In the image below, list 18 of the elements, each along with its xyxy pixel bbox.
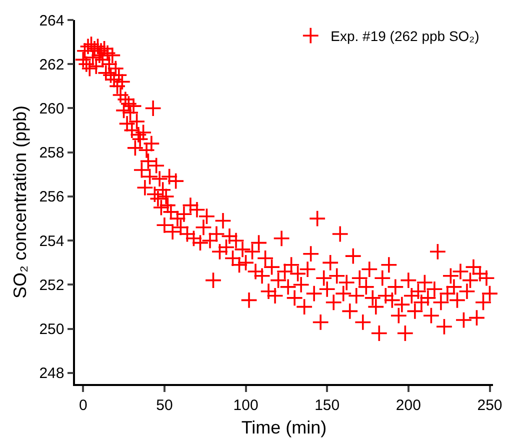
- legend-label: Exp. #19 (262 ppb SO₂): [330, 28, 480, 44]
- y-tick-label: 258: [39, 144, 64, 162]
- y-tick-label: 248: [39, 365, 64, 382]
- y-tick-label: 262: [39, 56, 64, 74]
- y-axis-title: SO₂ concentration (ppb): [10, 105, 30, 299]
- x-tick-label: 150: [314, 396, 340, 414]
- y-tick-label: 250: [39, 321, 64, 338]
- x-tick-label: 0: [78, 396, 88, 414]
- x-tick-label: 100: [233, 396, 258, 414]
- x-axis-title: Time (min): [241, 417, 327, 438]
- x-tick-label: 250: [477, 396, 502, 414]
- y-tick-label: 254: [39, 232, 64, 250]
- y-tick-label: 264: [39, 12, 64, 30]
- y-tick-label: 252: [39, 276, 64, 294]
- x-tick-label: 200: [396, 396, 421, 414]
- y-tick-label: 260: [39, 100, 64, 118]
- x-tick-label: 50: [156, 396, 173, 414]
- y-tick-label: 256: [39, 188, 64, 206]
